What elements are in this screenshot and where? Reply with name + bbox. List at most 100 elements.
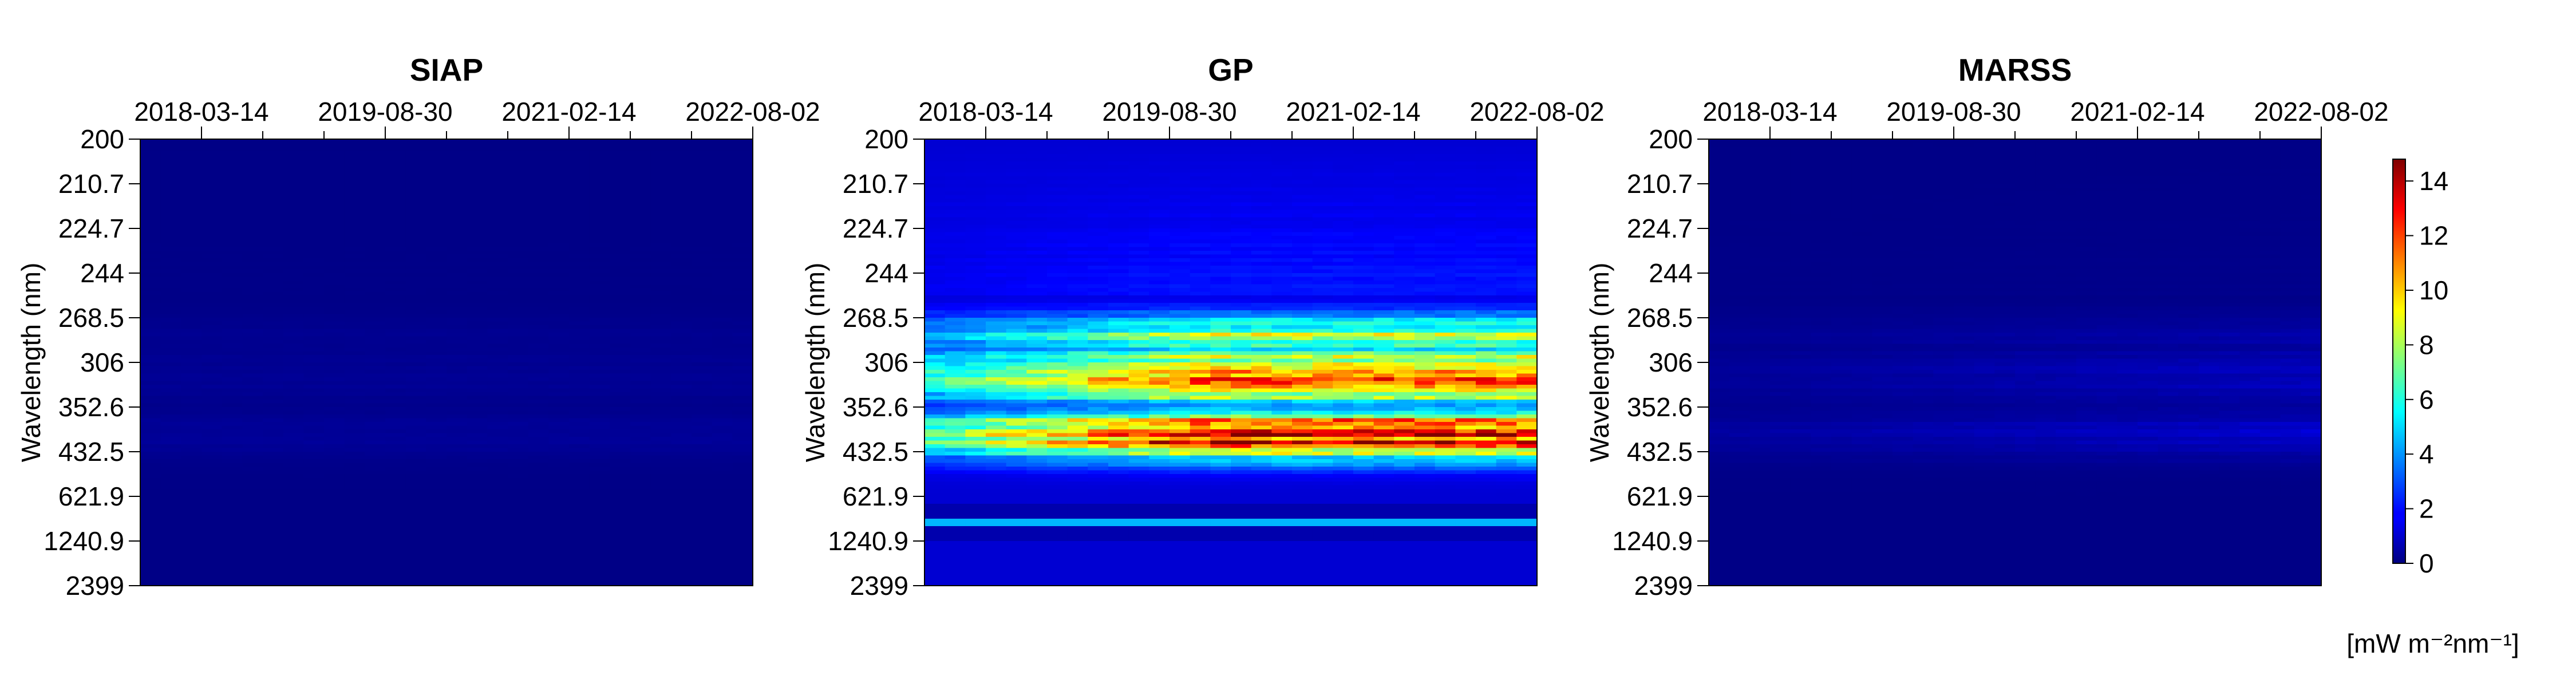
heatmap-cell — [487, 284, 508, 289]
heatmap-cell — [1190, 150, 1211, 155]
heatmap-cell — [385, 273, 406, 278]
heatmap-cell — [303, 247, 325, 251]
heatmap-cell — [528, 544, 549, 549]
heatmap-cell — [732, 310, 753, 315]
heatmap-cell — [1353, 139, 1374, 144]
heatmap-cell — [671, 362, 692, 367]
heatmap-cell — [1149, 273, 1170, 278]
heatmap-cell — [160, 537, 181, 542]
heatmap-cell — [283, 333, 304, 337]
heatmap-cell — [548, 199, 570, 203]
heatmap-cell — [263, 232, 284, 236]
heatmap-cell — [1210, 251, 1231, 255]
heatmap-cell — [222, 377, 243, 382]
heatmap-cell — [1128, 184, 1149, 188]
heatmap-cell — [1415, 150, 1436, 155]
heatmap-cell — [1435, 187, 1456, 192]
heatmap-cell — [447, 351, 468, 356]
heatmap-cell — [426, 400, 447, 404]
heatmap-cell — [242, 452, 263, 456]
heatmap-cell — [426, 385, 447, 389]
heatmap-cell — [732, 273, 753, 278]
heatmap-cell — [263, 582, 284, 586]
heatmap-cell — [1394, 269, 1415, 274]
heatmap-cell — [965, 172, 986, 177]
heatmap-cell — [671, 444, 692, 449]
heatmap-cell — [242, 544, 263, 549]
heatmap-cell — [1006, 239, 1027, 244]
heatmap-cell — [610, 492, 631, 497]
heatmap-cell — [692, 306, 713, 311]
heatmap-cell — [365, 329, 386, 333]
heatmap-cell — [202, 176, 223, 181]
heatmap-cell — [324, 530, 345, 534]
heatmap-cell — [140, 444, 161, 449]
heatmap-cell — [263, 422, 284, 427]
heatmap-cell — [528, 262, 549, 266]
heatmap-cell — [303, 582, 325, 586]
heatmap-cell — [732, 440, 753, 445]
heatmap-cell — [1353, 254, 1374, 259]
heatmap-cell — [1047, 224, 1068, 229]
heatmap-cell — [202, 336, 223, 341]
heatmap-cell — [569, 559, 590, 564]
heatmap-cell — [487, 236, 508, 240]
heatmap-cell — [712, 243, 733, 248]
heatmap-cell — [1333, 251, 1354, 255]
heatmap-cell — [1435, 228, 1456, 233]
heatmap-cell — [283, 418, 304, 423]
heatmap-cell — [712, 459, 733, 464]
heatmap-cell — [610, 407, 631, 412]
heatmap-cell — [222, 381, 243, 385]
heatmap-cell — [692, 333, 713, 337]
heatmap-cell — [242, 172, 263, 177]
heatmap-cell — [650, 299, 671, 303]
heatmap-cell — [548, 217, 570, 222]
heatmap-cell — [263, 515, 284, 519]
heatmap-cell — [712, 414, 733, 419]
heatmap-cell — [181, 410, 202, 415]
heatmap-cell — [222, 444, 243, 449]
heatmap-cell — [1516, 251, 1538, 255]
heatmap-cell — [548, 485, 570, 489]
heatmap-cell — [630, 243, 651, 248]
heatmap-cell — [263, 370, 284, 374]
heatmap-cell — [426, 217, 447, 222]
heatmap-cell — [242, 258, 263, 263]
heatmap-cell — [324, 362, 345, 367]
heatmap-cell — [140, 400, 161, 404]
heatmap-cell — [160, 418, 181, 423]
heatmap-cell — [589, 485, 610, 489]
heatmap-cell — [242, 381, 263, 385]
heatmap-cell — [965, 277, 986, 281]
heatmap-cell — [1271, 157, 1293, 162]
heatmap-cell — [1312, 273, 1333, 278]
heatmap-cell — [365, 492, 386, 497]
heatmap-cell — [1128, 269, 1149, 274]
heatmap-cell — [1128, 195, 1149, 199]
heatmap-cell — [140, 571, 161, 575]
heatmap-cell — [1149, 251, 1170, 255]
heatmap-cell — [712, 477, 733, 482]
heatmap-cell — [1516, 187, 1538, 192]
heatmap-cell — [732, 239, 753, 244]
heatmap-cell — [222, 172, 243, 177]
heatmap-cell — [712, 306, 733, 311]
heatmap-cell — [1333, 161, 1354, 166]
heatmap-cell — [467, 232, 488, 236]
heatmap-cell — [986, 184, 1007, 188]
heatmap-cell — [242, 530, 263, 534]
heatmap-cell — [650, 552, 671, 556]
heatmap-cell — [405, 217, 426, 222]
heatmap-cell — [1067, 180, 1088, 184]
heatmap-cell — [712, 147, 733, 151]
heatmap-cell — [671, 385, 692, 389]
heatmap-cell — [324, 228, 345, 233]
heatmap-cell — [1353, 143, 1374, 147]
heatmap-cell — [365, 541, 386, 546]
heatmap-cell — [569, 440, 590, 445]
heatmap-cell — [508, 169, 529, 173]
heatmap-cell — [385, 470, 406, 475]
heatmap-cell — [405, 236, 426, 240]
heatmap-cell — [1170, 288, 1191, 293]
